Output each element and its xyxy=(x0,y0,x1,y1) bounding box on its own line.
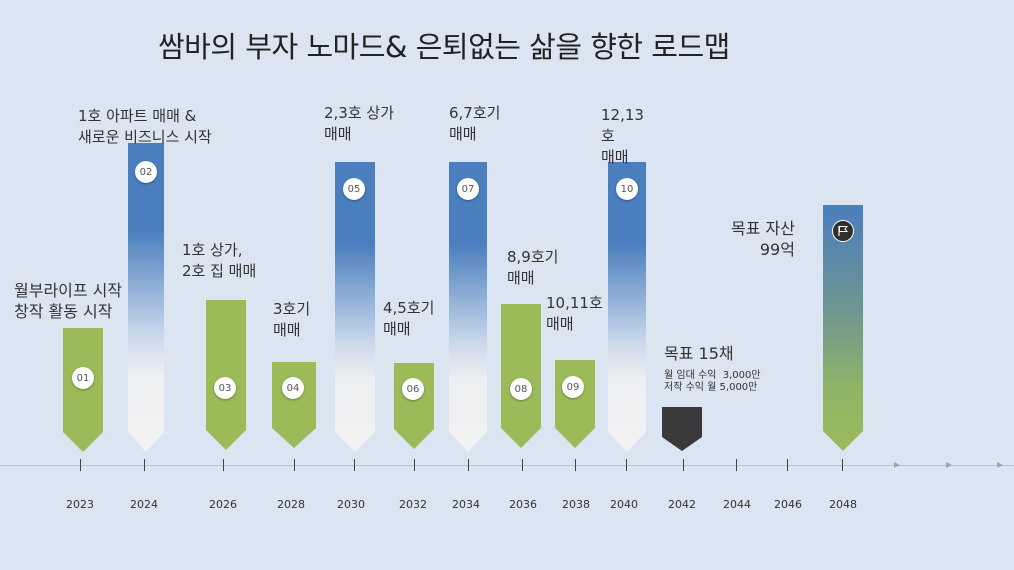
milestone-badge-07: 07 xyxy=(457,178,479,200)
milestone-bar-04 xyxy=(272,362,316,448)
year-tick xyxy=(683,459,684,471)
year-tick xyxy=(736,459,737,471)
year-label-2034: 2034 xyxy=(452,498,480,511)
milestone-bar-10 xyxy=(608,162,646,452)
year-label-2026: 2026 xyxy=(209,498,237,511)
milestone-label-07: 6,7호기 매매 xyxy=(449,104,501,143)
milestone-label-10: 12,13 호 매매 xyxy=(601,106,644,166)
milestone-label-06: 4,5호기 매매 xyxy=(383,299,435,338)
year-label-2023: 2023 xyxy=(66,498,94,511)
year-label-2032: 2032 xyxy=(399,498,427,511)
goal-asset-label: 목표 자산 99억 xyxy=(731,219,795,259)
milestone-badge-02: 02 xyxy=(135,161,157,183)
milestone-label-03: 1호 상가, 2호 집 매매 xyxy=(182,241,257,280)
timeline-axis xyxy=(0,465,1014,466)
year-tick xyxy=(80,459,81,471)
year-tick xyxy=(414,459,415,471)
year-label-2036: 2036 xyxy=(509,498,537,511)
milestone-bar-02 xyxy=(128,143,164,452)
goal15-bar xyxy=(662,407,702,451)
milestone-badge-06: 06 xyxy=(402,378,424,400)
milestone-label-02: 1호 아파트 매매 & 새로운 비즈니스 시작 xyxy=(78,107,212,146)
year-label-2038: 2038 xyxy=(562,498,590,511)
year-label-2048: 2048 xyxy=(829,498,857,511)
year-label-2042: 2042 xyxy=(668,498,696,511)
milestone-bar-08 xyxy=(501,304,541,448)
page-title: 쌈바의 부자 노마드& 은퇴없는 삶을 향한 로드맵 xyxy=(158,30,730,64)
year-label-2028: 2028 xyxy=(277,498,305,511)
milestone-bar-03 xyxy=(206,300,246,450)
milestone-bar-01 xyxy=(63,328,103,452)
milestone-bar-07 xyxy=(449,162,487,452)
year-tick xyxy=(144,459,145,471)
year-tick xyxy=(223,459,224,471)
year-tick xyxy=(354,459,355,471)
milestone-label-04: 3호기 매매 xyxy=(273,300,311,339)
year-label-2044: 2044 xyxy=(723,498,751,511)
milestone-badge-10: 10 xyxy=(616,178,638,200)
milestone-badge-05: 05 xyxy=(343,178,365,200)
year-tick xyxy=(294,459,295,471)
milestone-badge-04: 04 xyxy=(282,377,304,399)
goal15-title: 목표 15채 xyxy=(664,344,734,363)
milestone-badge-09: 09 xyxy=(562,376,584,398)
milestone-label-05: 2,3호 상가 매매 xyxy=(324,104,395,143)
year-label-2046: 2046 xyxy=(774,498,802,511)
year-tick xyxy=(842,459,843,471)
milestone-label-01: 월부라이프 시작 창작 활동 시작 xyxy=(14,281,123,321)
milestone-badge-08: 08 xyxy=(510,378,532,400)
year-label-2030: 2030 xyxy=(337,498,365,511)
milestone-label-08: 8,9호기 매매 xyxy=(507,248,559,287)
year-label-2040: 2040 xyxy=(610,498,638,511)
goal15-detail: 월 임대 수익 3,000만 저작 수익 월 5,000만 xyxy=(664,370,761,393)
year-tick xyxy=(626,459,627,471)
milestone-bar-09 xyxy=(555,360,595,448)
milestone-label-09: 10,11호 매매 xyxy=(546,294,603,333)
axis-arrow-marker xyxy=(997,462,1003,468)
year-label-2024: 2024 xyxy=(130,498,158,511)
milestone-badge-03: 03 xyxy=(214,377,236,399)
axis-arrow-marker xyxy=(894,462,900,468)
goal-asset-bar xyxy=(823,205,863,451)
year-tick xyxy=(522,459,523,471)
milestone-bar-05 xyxy=(335,162,375,452)
year-tick xyxy=(575,459,576,471)
axis-arrow-marker xyxy=(946,462,952,468)
flag-icon xyxy=(832,220,854,242)
year-tick xyxy=(787,459,788,471)
milestone-bar-06 xyxy=(394,363,434,449)
year-tick xyxy=(468,459,469,471)
milestone-badge-01: 01 xyxy=(72,367,94,389)
